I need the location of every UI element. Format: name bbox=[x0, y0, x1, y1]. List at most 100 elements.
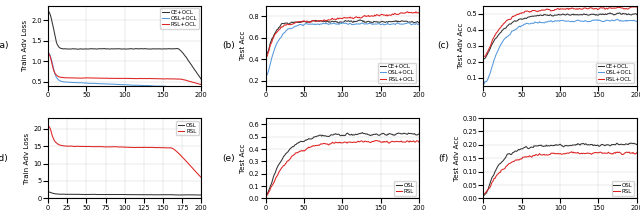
RSL bbox=[262, 194, 270, 196]
OSL bbox=[51, 192, 59, 195]
RSL bbox=[621, 152, 628, 155]
OSL bbox=[481, 194, 488, 196]
CE+OCL bbox=[291, 21, 299, 24]
OSL bbox=[269, 176, 277, 178]
RSL+OCL bbox=[481, 55, 489, 58]
Line: RSL+OCL: RSL+OCL bbox=[484, 7, 637, 56]
CE+OCL bbox=[86, 47, 93, 50]
Text: (b): (b) bbox=[223, 41, 236, 50]
Text: (a): (a) bbox=[0, 41, 8, 50]
CE+OCL bbox=[403, 20, 411, 23]
CE+OCL bbox=[606, 12, 614, 14]
CE+OCL bbox=[621, 13, 628, 15]
OSL bbox=[262, 193, 270, 195]
Text: (c): (c) bbox=[438, 41, 449, 50]
RSL bbox=[273, 176, 280, 178]
OSL+OCL bbox=[51, 72, 59, 75]
RSL bbox=[74, 145, 81, 148]
OSL+OCL bbox=[303, 23, 311, 25]
CE+OCL bbox=[45, 10, 52, 13]
OSL bbox=[633, 143, 640, 146]
Line: OSL: OSL bbox=[266, 132, 419, 194]
RSL bbox=[404, 139, 412, 142]
Legend: OSL, RSL: OSL, RSL bbox=[612, 181, 634, 196]
OSL bbox=[190, 194, 198, 196]
CE+OCL bbox=[521, 17, 529, 19]
OSL bbox=[264, 193, 271, 196]
OSL bbox=[273, 168, 280, 170]
RSL+OCL bbox=[272, 32, 280, 35]
OSL bbox=[509, 151, 516, 154]
CE+OCL bbox=[190, 67, 198, 70]
RSL+OCL bbox=[303, 20, 311, 22]
Line: OSL+OCL: OSL+OCL bbox=[266, 23, 419, 76]
CE+OCL bbox=[51, 34, 59, 37]
Line: CE+OCL: CE+OCL bbox=[266, 20, 419, 54]
OSL+OCL bbox=[74, 81, 81, 84]
RSL+OCL bbox=[51, 72, 59, 74]
RSL bbox=[568, 151, 575, 153]
OSL+OCL bbox=[633, 20, 640, 23]
RSL+OCL bbox=[45, 52, 52, 55]
RSL+OCL bbox=[490, 35, 498, 38]
OSL bbox=[45, 191, 52, 193]
CE+OCL bbox=[184, 59, 192, 62]
CE+OCL bbox=[74, 48, 81, 50]
RSL bbox=[372, 139, 380, 142]
OSL+OCL bbox=[614, 18, 621, 21]
RSL+OCL bbox=[184, 80, 192, 82]
RSL+OCL bbox=[487, 42, 495, 45]
RSL+OCL bbox=[412, 10, 420, 13]
OSL+OCL bbox=[486, 71, 494, 74]
OSL+OCL bbox=[54, 78, 62, 81]
RSL bbox=[481, 192, 488, 195]
RSL+OCL bbox=[269, 38, 276, 41]
OSL+OCL bbox=[198, 87, 205, 89]
Y-axis label: Train Adv Loss: Train Adv Loss bbox=[22, 20, 28, 71]
CE+OCL bbox=[272, 31, 280, 33]
CE+OCL bbox=[408, 20, 416, 23]
Line: OSL+OCL: OSL+OCL bbox=[484, 19, 637, 84]
Text: (e): (e) bbox=[223, 154, 236, 163]
RSL+OCL bbox=[415, 11, 423, 14]
RSL bbox=[415, 141, 423, 144]
RSL bbox=[490, 179, 497, 181]
Y-axis label: Test Acc: Test Acc bbox=[240, 31, 246, 60]
CE+OCL bbox=[303, 21, 311, 23]
OSL bbox=[415, 133, 423, 135]
Y-axis label: Train Adv Loss: Train Adv Loss bbox=[24, 133, 31, 184]
OSL+OCL bbox=[490, 61, 497, 64]
RSL bbox=[45, 125, 52, 128]
OSL bbox=[184, 194, 192, 196]
RSL bbox=[198, 176, 205, 179]
Line: RSL+OCL: RSL+OCL bbox=[49, 54, 202, 85]
OSL bbox=[409, 132, 417, 135]
RSL+OCL bbox=[291, 22, 299, 24]
RSL+OCL bbox=[402, 11, 410, 14]
RSL bbox=[521, 156, 529, 159]
OSL bbox=[627, 142, 634, 145]
OSL bbox=[625, 142, 633, 145]
Legend: CE+OCL, OSL+OCL, RSL+OCL: CE+OCL, OSL+OCL, RSL+OCL bbox=[378, 63, 416, 83]
RSL bbox=[86, 145, 93, 148]
Line: OSL: OSL bbox=[49, 192, 202, 195]
OSL+OCL bbox=[621, 19, 628, 22]
RSL+OCL bbox=[262, 56, 270, 59]
CE+OCL bbox=[481, 58, 488, 60]
OSL bbox=[74, 193, 81, 196]
CE+OCL bbox=[356, 19, 364, 21]
Y-axis label: Test Acc: Test Acc bbox=[240, 144, 246, 173]
OSL bbox=[292, 143, 300, 146]
RSL bbox=[486, 185, 494, 188]
Line: OSL: OSL bbox=[484, 143, 637, 195]
CE+OCL bbox=[626, 13, 634, 16]
OSL+OCL bbox=[269, 54, 276, 57]
Line: RSL: RSL bbox=[484, 152, 637, 194]
OSL bbox=[404, 133, 412, 136]
RSL+OCL bbox=[621, 7, 628, 10]
RSL+OCL bbox=[481, 55, 488, 58]
Y-axis label: Test Adv Acc: Test Adv Acc bbox=[454, 136, 460, 181]
OSL+OCL bbox=[415, 23, 423, 25]
OSL+OCL bbox=[402, 22, 410, 25]
OSL+OCL bbox=[184, 86, 192, 89]
